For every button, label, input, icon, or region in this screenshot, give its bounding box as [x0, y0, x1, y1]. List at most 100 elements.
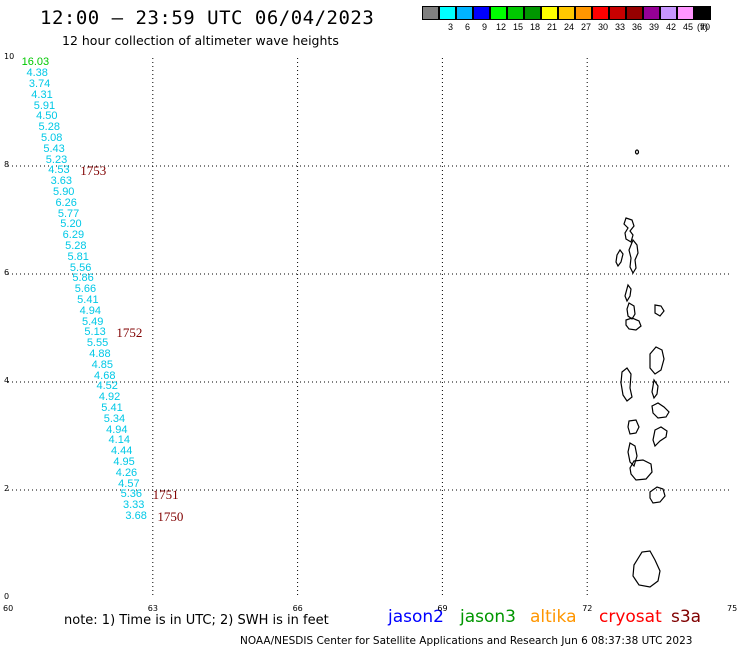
island-outline [623, 217, 635, 243]
swh-value-label: 4.57 [118, 477, 140, 490]
island-outline [651, 402, 670, 419]
legend-value-label: 18 [530, 22, 541, 32]
swh-value-label: 4.68 [94, 369, 116, 382]
swh-value-label: 4.52 [96, 380, 118, 393]
swh-value-label: 5.23 [45, 153, 68, 166]
legend-value-label: 9 [482, 22, 488, 32]
satellite-name-cryosat: cryosat [599, 607, 662, 627]
island-outline [649, 346, 665, 375]
maldives-coastline [615, 149, 670, 588]
legend-value-label: 36 [632, 22, 643, 32]
map-title: 12:00 — 23:59 UTC 06/04/2023 [40, 7, 375, 29]
swh-value-label: 5.28 [65, 240, 87, 252]
legend-swatch [626, 6, 643, 20]
satellite-name-s3a: s3a [671, 607, 702, 627]
swh-value-label: 5.49 [81, 315, 104, 328]
swh-value-label: 5.91 [33, 99, 56, 112]
swh-value-label: 4.26 [115, 466, 138, 479]
pass-time-label: 1750 [157, 509, 184, 524]
legend-swatch [660, 6, 677, 20]
legend-value-label: 70 [700, 22, 711, 32]
legend-swatch [490, 6, 507, 20]
legend-swatch [541, 6, 558, 20]
island-outline [654, 304, 665, 317]
footnote: note: 1) Time is in UTC; 2) SWH is in fe… [64, 613, 329, 628]
island-outline [629, 459, 653, 481]
x-tick-label: 66 [292, 604, 303, 613]
legend-swatch [456, 6, 473, 20]
x-tick-label: 60 [3, 604, 14, 613]
legend-value-label: 21 [547, 22, 558, 32]
swh-value-label: 4.85 [91, 358, 114, 371]
swh-value-label: 4.92 [98, 391, 121, 404]
legend-unit-label: (ft) [697, 22, 708, 32]
legend-swatch [609, 6, 626, 20]
island-outline [649, 486, 666, 504]
swh-value-label: 5.36 [120, 488, 143, 501]
swh-value-label: 4.44 [110, 445, 133, 458]
island-outline [627, 419, 640, 435]
legend-swatch [677, 6, 694, 20]
legend-swatch [422, 6, 439, 20]
swh-value-label: 5.41 [77, 294, 99, 306]
satellite-name-jason2: jason2 [388, 607, 444, 627]
swh-value-label: 4.50 [36, 110, 58, 123]
swh-value-label: 5.20 [60, 218, 82, 231]
legend-value-label: 42 [666, 22, 677, 32]
island-outline [627, 442, 638, 468]
swh-value-label: 6.29 [62, 229, 85, 242]
y-tick-label: 2 [4, 484, 10, 493]
x-tick-label: 72 [582, 604, 593, 613]
y-tick-label: 10 [4, 52, 15, 61]
island-outline [634, 149, 640, 155]
legend-value-label: 39 [649, 22, 660, 32]
swh-value-label: 16.03 [21, 56, 50, 69]
island-outline [624, 283, 632, 303]
swh-value-label: 6.26 [55, 196, 77, 209]
island-outline [615, 248, 624, 268]
legend-swatch [473, 6, 490, 20]
swh-value-label: 4.94 [79, 304, 101, 317]
lat-lon-grid [8, 58, 732, 598]
swh-value-label: 5.86 [72, 272, 94, 285]
swh-value-label: 5.08 [40, 132, 63, 144]
legend-swatch [694, 6, 711, 20]
swh-value-label: 5.77 [57, 207, 80, 220]
swh-value-label: 5.41 [101, 402, 123, 414]
swh-value-label: 5.90 [53, 186, 75, 198]
legend-value-label: 45 [683, 22, 694, 32]
x-tick-label: 63 [147, 604, 158, 613]
swh-value-label: 4.53 [48, 164, 70, 177]
legend-value-label: 24 [564, 22, 575, 32]
credit-line: NOAA/NESDIS Center for Satellite Applica… [240, 635, 693, 647]
swh-value-label: 4.14 [108, 434, 130, 447]
swh-value-label: 5.81 [67, 250, 89, 263]
pass-time-label: 1753 [80, 163, 107, 179]
island-outline [625, 317, 642, 331]
legend-swatch [643, 6, 660, 20]
swh-value-label: 4.95 [113, 456, 135, 468]
swh-value-label: 5.28 [38, 121, 60, 134]
y-tick-label: 6 [4, 268, 10, 277]
swh-value-label: 3.63 [50, 175, 73, 188]
swh-value-label: 5.56 [69, 261, 92, 274]
island-outline [632, 550, 661, 588]
island-outline [626, 302, 636, 320]
swh-value-label: 5.34 [103, 412, 126, 425]
y-tick-label: 0 [4, 592, 10, 601]
legend-swatch [575, 6, 592, 20]
swh-value-label: 5.13 [84, 326, 106, 339]
legend-swatch [592, 6, 609, 20]
swh-value-label: 5.66 [74, 283, 97, 296]
x-tick-label: 69 [437, 604, 448, 613]
island-outline [620, 367, 633, 402]
swh-value-label: 3.74 [28, 78, 51, 90]
island-outline [651, 378, 659, 400]
legend-value-label: 12 [496, 22, 507, 32]
island-outline [628, 238, 639, 275]
legend-swatch [558, 6, 575, 20]
swh-value-label: 5.55 [86, 337, 109, 350]
swh-value-label: 4.88 [89, 348, 111, 360]
swh-value-label: 4.94 [106, 423, 128, 436]
legend-value-label: 6 [465, 22, 471, 32]
